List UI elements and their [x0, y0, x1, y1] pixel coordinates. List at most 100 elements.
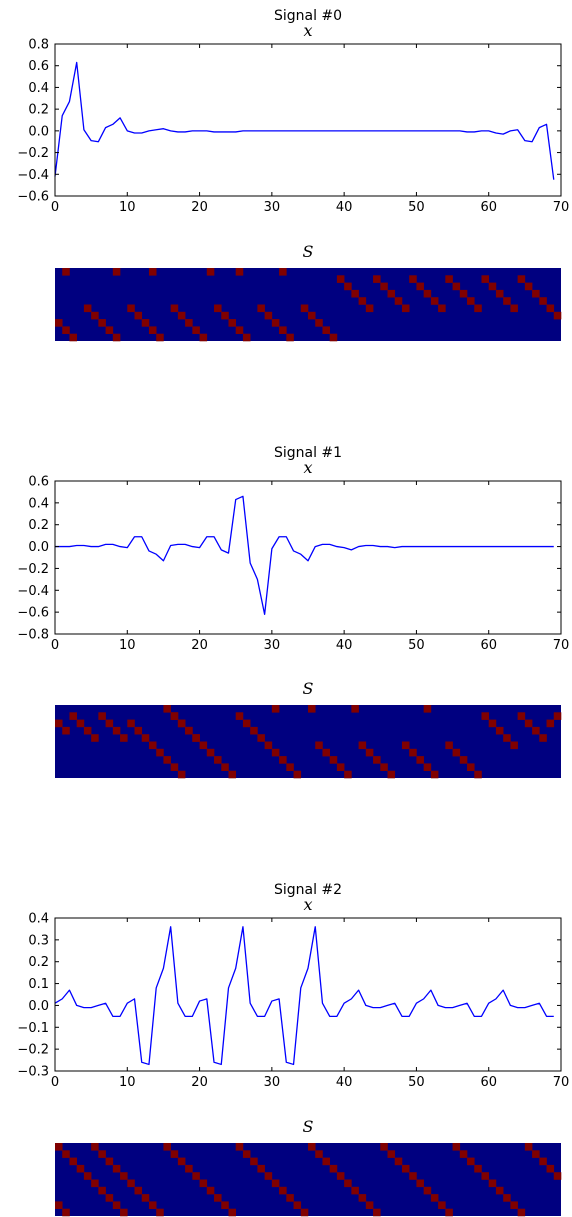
heatmap-cell — [416, 282, 424, 291]
x-tick-label: 0 — [51, 1075, 59, 1090]
heatmap-cell — [156, 333, 164, 342]
heatmap-cell — [112, 333, 121, 342]
heatmap-cell — [445, 275, 453, 283]
heatmap-cell — [409, 275, 417, 283]
heatmap-cell — [163, 1143, 171, 1151]
heatmap-cell — [98, 712, 106, 720]
heatmap-cell — [344, 770, 352, 779]
heatmap-cell — [329, 756, 338, 764]
heatmap-cell — [459, 289, 468, 298]
heatmap-cell — [416, 1179, 424, 1188]
heatmap-cell — [409, 1172, 417, 1180]
heatmap-cell — [62, 1150, 70, 1158]
chart-subtitle: x — [303, 21, 312, 40]
heatmap-cell — [532, 1150, 540, 1158]
heatmap-cell — [156, 1208, 164, 1217]
x-tick-label: 40 — [336, 200, 353, 215]
x-tick-label: 60 — [480, 638, 497, 653]
heatmap-panel: S — [55, 679, 562, 779]
heatmap-cell — [467, 1157, 475, 1166]
heatmap-cell — [76, 719, 85, 728]
chart-subtitle: x — [303, 895, 312, 914]
heatmap-cell — [329, 333, 338, 342]
heatmap-cell — [467, 297, 475, 305]
x-tick-label: 30 — [264, 200, 281, 215]
y-tick-label: −0.8 — [17, 628, 49, 643]
heatmap-cell — [235, 268, 244, 276]
heatmap-cell — [170, 712, 179, 720]
x-tick-label: 70 — [553, 638, 570, 653]
heatmap-cell — [192, 734, 200, 742]
x-tick-label: 60 — [480, 200, 497, 215]
heatmap-cell — [271, 1179, 280, 1188]
heatmap-cell — [120, 734, 128, 742]
heatmap-cell — [546, 719, 555, 728]
plot-frame — [54, 480, 562, 635]
heatmap-cell — [271, 319, 280, 327]
heatmap-cell — [214, 1194, 222, 1202]
heatmap-cell — [293, 1201, 302, 1209]
heatmap-cell — [322, 1157, 330, 1166]
heatmap-cell — [177, 719, 186, 728]
heatmap-cell — [148, 326, 157, 334]
x-tick-label: 40 — [336, 638, 353, 653]
heatmap-cell — [510, 304, 518, 313]
heatmap-cell — [112, 1201, 121, 1209]
heatmap-cell — [358, 1194, 367, 1202]
heatmap-background — [55, 1143, 561, 1216]
heatmap-cell — [351, 705, 359, 713]
y-tick-label: −0.3 — [17, 1065, 49, 1080]
heatmap-cell — [170, 763, 179, 771]
y-tick-label: 0.4 — [28, 912, 49, 927]
heatmap-cell — [221, 763, 229, 771]
heatmap-cell — [177, 770, 186, 779]
heatmap-cell — [430, 297, 439, 305]
heatmap-cell — [55, 1143, 63, 1151]
heatmap-panel: S — [55, 242, 562, 342]
heatmap-cell — [510, 1201, 518, 1209]
heatmap-cell — [91, 1143, 99, 1151]
heatmap-cell — [380, 282, 388, 291]
heatmap-cell — [105, 326, 114, 334]
heatmap-cell — [503, 734, 511, 742]
heatmap-cell — [286, 1194, 294, 1202]
heatmap-cell — [62, 326, 70, 334]
heatmap-cell — [546, 304, 555, 313]
x-tick-label: 40 — [336, 1075, 353, 1090]
y-tick-label: 0.0 — [28, 540, 49, 555]
heatmap-cell — [452, 1143, 461, 1151]
heatmap-cell — [300, 304, 309, 313]
heatmap-cell — [105, 1157, 114, 1166]
heatmap-cell — [228, 770, 237, 779]
heatmap-cell — [358, 297, 367, 305]
y-tick-label: −0.2 — [17, 146, 49, 161]
heatmap-cell — [141, 1194, 150, 1202]
heatmap-cell — [430, 770, 439, 779]
heatmap-cell — [459, 756, 468, 764]
heatmap-cell — [488, 282, 497, 291]
heatmap-cell — [192, 1172, 200, 1180]
heatmap-cell — [445, 1208, 453, 1217]
y-tick-label: 0.0 — [28, 124, 49, 139]
heatmap-cell — [401, 741, 410, 750]
heatmap-cell — [322, 748, 330, 757]
heatmap-cell — [134, 1186, 143, 1195]
heatmap-cell — [524, 1143, 533, 1151]
heatmap-cell — [517, 1208, 526, 1217]
heatmap-cell — [271, 748, 280, 757]
heatmap-cell — [423, 763, 432, 771]
x-tick-label: 20 — [191, 1075, 208, 1090]
heatmap-cell — [315, 319, 323, 327]
heatmap-cell — [532, 289, 540, 298]
series-line — [54, 61, 555, 180]
x-tick-label: 70 — [553, 1075, 570, 1090]
heatmap-cell — [206, 1186, 215, 1195]
heatmap-cell — [148, 741, 157, 750]
heatmap-cell — [257, 1164, 265, 1173]
heatmap-cell — [235, 1143, 244, 1151]
y-tick-label: 0.6 — [28, 59, 49, 74]
heatmap-cell — [336, 275, 345, 283]
heatmap-cell — [438, 304, 446, 313]
heatmap-cell — [373, 756, 381, 764]
y-tick-label: 0.0 — [28, 999, 49, 1014]
